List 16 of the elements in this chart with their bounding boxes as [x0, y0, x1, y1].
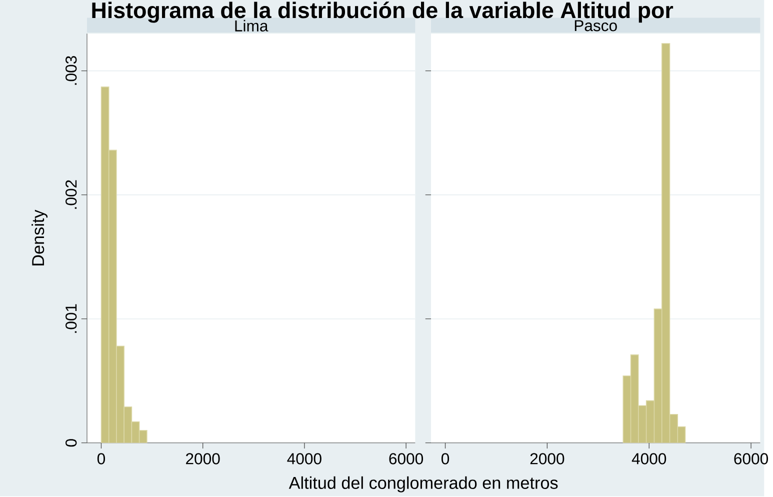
y-tick-label: .001 [66, 304, 77, 333]
x-tick-label: 2000 [186, 453, 220, 464]
x-tick-label: 0 [441, 453, 450, 464]
x-tick-label: 4000 [632, 453, 666, 464]
y-tick-label: 0 [66, 439, 77, 447]
y-tick-label: .003 [66, 56, 77, 85]
x-tick-label: 4000 [287, 453, 322, 464]
x-axis-title: Altitud del conglomerado en metros [288, 476, 558, 492]
y-axis-title: Density [32, 210, 48, 266]
x-tick-label: 2000 [530, 453, 564, 464]
y-tick-label: .002 [66, 180, 77, 209]
chart-title: Lima [235, 20, 268, 32]
x-tick-label: 0 [97, 453, 106, 464]
x-tick-label: 6000 [389, 453, 424, 464]
chart-title: Pasco [574, 20, 617, 32]
x-tick-label: 6000 [734, 453, 768, 464]
